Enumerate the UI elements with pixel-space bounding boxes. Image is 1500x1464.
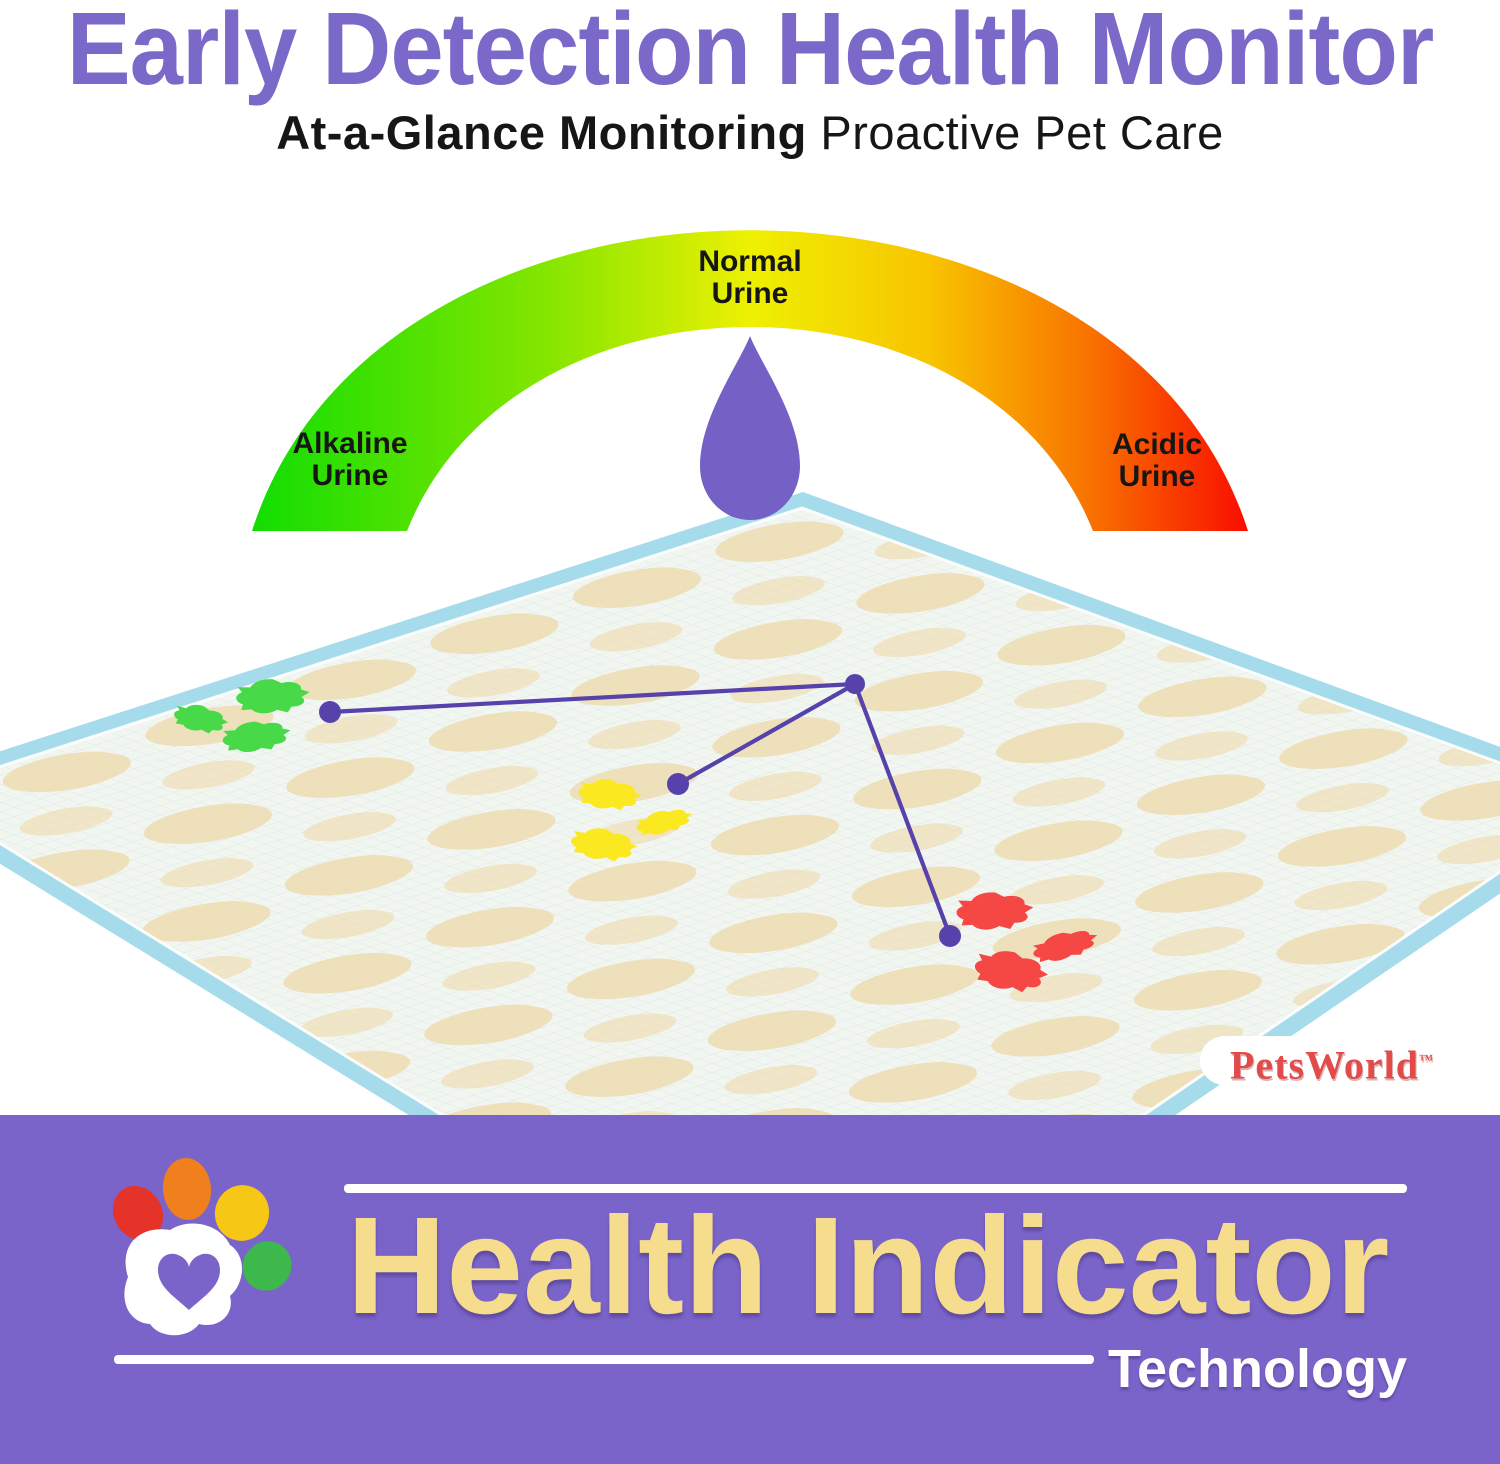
bottom-banner: Health Indicator Technology [0, 1115, 1500, 1464]
callout-dot-alkaline [319, 701, 341, 723]
callout-line-acidic [853, 683, 952, 937]
gauge-label-acidic-line2: Urine [1118, 460, 1196, 493]
callout-dot-acidic [939, 925, 961, 947]
gauge-label-alkaline-line1: Alkaline [292, 427, 408, 460]
heart-icon [158, 1253, 220, 1310]
subtitle-emphasis: At-a-Glance Monitoring [276, 106, 807, 159]
callout-dots [319, 674, 961, 947]
page-subtitle: At-a-Glance Monitoring Proactive Pet Car… [0, 104, 1500, 162]
petsworld-logo: PetsWorld™ [1200, 1036, 1463, 1088]
gauge-label-acidic-line1: Acidic [1111, 428, 1203, 461]
callout-dot-normal [667, 773, 689, 795]
paw-toe-yellow [214, 1185, 270, 1241]
petsworld-logo-text: PetsWorld [1230, 1042, 1419, 1088]
banner-bottom-rule [114, 1355, 1094, 1364]
callout-line-normal [676, 682, 857, 786]
gauge-pointer-droplet-icon [700, 336, 800, 520]
paw-toe-orange [162, 1158, 212, 1220]
trademark-symbol: ™ [1418, 1053, 1433, 1068]
callout-line-alkaline [329, 681, 856, 715]
scene-graphic [0, 230, 1500, 1115]
gauge-label-alkaline: Alkaline Urine [250, 428, 450, 492]
gauge-label-normal-line1: Normal [698, 245, 802, 278]
page-title: Early Detection Health Monitor [66, 0, 1435, 106]
pee-pad [0, 492, 1500, 1115]
gauge-label-alkaline-line2: Urine [311, 459, 389, 492]
gauge-label-normal-line2: Urine [711, 277, 789, 310]
pad-spot-pattern [0, 508, 1500, 1115]
subtitle-rest: Proactive Pet Care [820, 106, 1224, 159]
paw-toe-green [242, 1241, 292, 1291]
ph-gauge-arc [252, 230, 1248, 531]
banner-top-rule [344, 1184, 1407, 1193]
banner-headline: Health Indicator [346, 1189, 1390, 1343]
gauge-label-acidic: Acidic Urine [1057, 429, 1257, 493]
pad-edge-highlight [0, 506, 1500, 1115]
gauge-label-normal: Normal Urine [650, 246, 850, 310]
paw-toe-red [112, 1185, 164, 1241]
callout-lines [329, 681, 952, 937]
callout-vertex-dot [845, 674, 865, 694]
banner-tagline: Technology [1107, 1339, 1407, 1399]
paw-heart-icon [112, 1158, 292, 1336]
